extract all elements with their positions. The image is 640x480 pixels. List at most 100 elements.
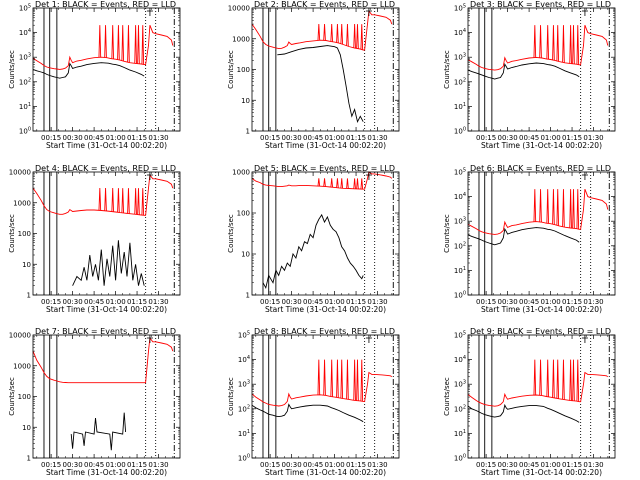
- panel-title: Det 8: BLACK = Events, RED = LLD: [254, 327, 395, 336]
- lld-spike: [137, 188, 140, 215]
- y-tick-label: 100: [454, 127, 466, 136]
- lld-spike: [330, 178, 334, 188]
- lld-spike: [576, 359, 580, 402]
- y-tick-label: 100: [237, 66, 250, 74]
- panel-det-4: 1 10 100 1000 10000 00:15 00:30 00:45 01:00 01:15…: [8, 164, 181, 314]
- x-tick-label: 00:30: [63, 298, 83, 306]
- y-tick-label: 105: [454, 168, 466, 177]
- x-tick-label: 01:30: [148, 134, 168, 142]
- y-tick-label: 100: [237, 210, 250, 218]
- lld-series-line: [32, 336, 174, 384]
- lld-spike: [134, 188, 137, 215]
- lld-spike: [562, 25, 565, 63]
- x-tick-label: 01:30: [367, 298, 387, 306]
- x-tick-label: 00:45: [84, 134, 104, 142]
- lld-spike: [356, 359, 359, 401]
- panel-title: Det 4: BLACK = Events, RED = LLD: [35, 164, 176, 173]
- y-tick-label: 1000: [232, 169, 250, 177]
- x-tick-label: 01:30: [583, 134, 603, 142]
- lld-spike: [556, 189, 560, 226]
- lld-spike: [98, 188, 102, 211]
- y-tick-label: 104: [19, 28, 31, 37]
- lld-series-line: [467, 25, 609, 71]
- lld-series-line: [467, 371, 609, 407]
- lld-spike: [340, 359, 344, 399]
- lld-spike: [141, 25, 145, 65]
- lld-spike: [340, 178, 344, 189]
- lld-spike: [356, 24, 359, 49]
- y-tick-label: 103: [454, 380, 466, 389]
- lld-spike: [330, 359, 334, 397]
- lld-series-line: [251, 371, 393, 407]
- x-tick-label: 01:00: [324, 461, 344, 469]
- x-tick-label: 00:45: [519, 461, 539, 469]
- y-tick-label: 101: [454, 266, 466, 275]
- y-tick-label: 100: [18, 230, 31, 238]
- lld-spike: [346, 24, 349, 46]
- x-tick-label: 00:30: [282, 134, 302, 142]
- x-tick-label: 00:15: [41, 134, 61, 142]
- panel-title: Det 1: BLACK = Events, RED = LLD: [35, 0, 176, 9]
- x-tick-label: 01:30: [583, 298, 603, 306]
- lld-spike: [111, 25, 115, 59]
- x-tick-label: 00:15: [260, 461, 280, 469]
- lld-spike: [539, 359, 542, 396]
- plot-frame: [467, 7, 616, 132]
- lld-series-line: [251, 9, 393, 51]
- x-tick-label: 00:30: [282, 298, 302, 306]
- lld-spike: [111, 188, 115, 212]
- plot-frame: [251, 334, 400, 459]
- y-tick-label: 104: [454, 192, 466, 201]
- x-tick-label: 01:00: [324, 298, 344, 306]
- lld-spike: [121, 188, 125, 213]
- y-axis-label: Counts/sec: [227, 377, 235, 416]
- lld-spike: [353, 359, 356, 401]
- y-tick-label: 10: [22, 424, 31, 432]
- x-tick-label: 01:15: [346, 461, 366, 469]
- lld-spike: [360, 359, 364, 402]
- x-tick-label: 00:15: [41, 298, 61, 306]
- x-tick-label: 01:15: [562, 298, 582, 306]
- lld-spike: [552, 359, 555, 398]
- events-series-line: [72, 240, 145, 286]
- y-tick-label: 101: [454, 102, 466, 111]
- plot-frame: [32, 7, 181, 132]
- plot-frame: [251, 7, 400, 132]
- x-tick-label: 00:15: [476, 298, 496, 306]
- lld-spike: [137, 25, 140, 64]
- x-tick-label: 00:15: [41, 461, 61, 469]
- y-tick-label: 105: [454, 4, 466, 13]
- x-tick-label: 01:15: [562, 134, 582, 142]
- y-tick-label: 102: [19, 77, 31, 86]
- lld-spike: [330, 24, 334, 42]
- panel-title: Det 9: BLACK = Events, RED = LLD: [470, 327, 611, 336]
- x-tick-label: 01:30: [148, 461, 168, 469]
- y-tick-label: 1: [246, 128, 250, 136]
- y-tick-label: 10: [241, 251, 250, 259]
- lld-spike: [533, 25, 537, 58]
- lld-spike: [569, 359, 572, 401]
- lld-spike: [546, 359, 550, 397]
- lld-spike: [539, 189, 542, 223]
- lld-spike: [360, 24, 364, 50]
- x-axis-label: Start Time (31-Oct-14 00:02:20): [481, 305, 602, 314]
- y-tick-label: 101: [238, 429, 250, 438]
- lld-spike: [572, 25, 575, 64]
- lld-spike: [134, 25, 137, 64]
- y-tick-label: 102: [454, 77, 466, 86]
- x-tick-label: 00:15: [260, 298, 280, 306]
- y-axis-label: Counts/sec: [443, 214, 451, 253]
- lld-spike: [336, 24, 339, 43]
- y-tick-label: 10000: [228, 5, 250, 13]
- events-series-line: [251, 403, 364, 423]
- y-tick-label: 10000: [9, 169, 31, 177]
- x-tick-label: 01:15: [127, 461, 147, 469]
- lld-spike: [539, 25, 542, 58]
- lld-spike: [556, 25, 560, 62]
- lld-spike: [533, 189, 537, 222]
- lld-spike: [552, 25, 555, 61]
- lld-spike: [556, 359, 560, 399]
